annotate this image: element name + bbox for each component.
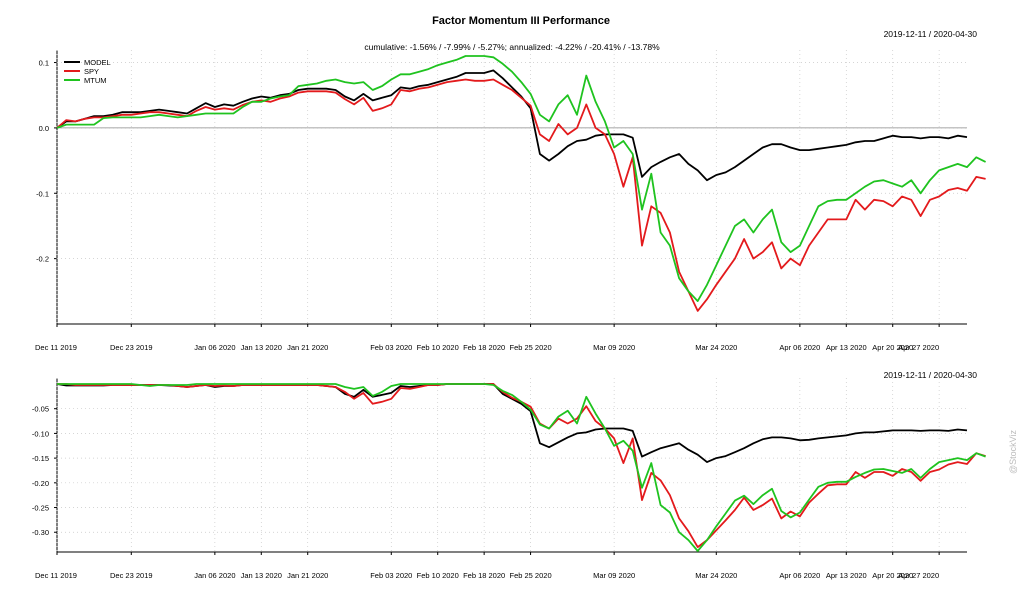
x-tick-label: Feb 18 2020	[463, 343, 505, 352]
x-tick-label: Jan 06 2020	[194, 343, 235, 352]
x-tick-label: Dec 11 2019	[35, 343, 77, 352]
x-tick-label: Apr 06 2020	[779, 571, 820, 580]
x-tick-label: Feb 18 2020	[463, 571, 505, 580]
x-tick-label: Dec 23 2019	[110, 343, 153, 352]
series-line-mtum	[57, 383, 986, 552]
series-line-model	[56, 69, 968, 182]
y-tick-label: -0.2	[36, 255, 49, 264]
x-tick-label: Jan 06 2020	[194, 571, 235, 580]
legend-label-spy: SPY	[84, 67, 99, 76]
date-range-label: 2019-12-11 / 2020-04-30	[884, 370, 978, 380]
x-tick-label: Mar 09 2020	[593, 343, 635, 352]
chart-panel-2: -0.05 -0.10 -0.15 -0.20 -0.25 -0.30 Dec 11 201…	[32, 370, 986, 580]
y-tick-label: -0.30	[32, 528, 49, 537]
y-tick-label: 0.1	[39, 59, 49, 68]
y-tick-label: 0.0	[39, 124, 49, 133]
x-tick-label: Apr 06 2020	[779, 343, 820, 352]
x-tick-label: Feb 03 2020	[370, 571, 412, 580]
date-range-label: 2019-12-11 / 2020-04-30	[884, 29, 978, 39]
x-tick-label: Apr 27 2020	[898, 571, 939, 580]
x-tick-label: Feb 10 2020	[417, 343, 459, 352]
series-line-spy	[56, 78, 986, 312]
x-tick-label: Apr 20 2020	[872, 571, 913, 580]
x-tick-label: Mar 09 2020	[593, 571, 635, 580]
x-tick-label: Mar 24 2020	[695, 571, 737, 580]
x-tick-label: Dec 11 2019	[35, 571, 77, 580]
x-tick-label: Jan 13 2020	[241, 343, 282, 352]
chart-subtitle: cumulative: -1.56% / -7.99% / -5.27%; an…	[364, 42, 660, 52]
series-line-mtum	[56, 55, 986, 303]
x-tick-label: Feb 03 2020	[370, 343, 412, 352]
y-tick-label: -0.15	[32, 454, 49, 463]
x-tick-label: Feb 10 2020	[417, 571, 459, 580]
x-tick-label: Apr 13 2020	[826, 571, 867, 580]
chart-panel-1: 0.1 0.0 -0.1 -0.2 Dec 11 2019 Dec 23 2019 Jan …	[35, 29, 986, 352]
legend-label-model: MODEL	[84, 58, 111, 67]
y-tick-label: -0.05	[32, 405, 49, 414]
watermark-text: @StockViz	[1008, 430, 1018, 474]
y-tick-label: -0.1	[36, 189, 49, 198]
x-tick-label: Jan 21 2020	[287, 571, 328, 580]
x-tick-label: Mar 24 2020	[695, 343, 737, 352]
y-tick-label: -0.10	[32, 429, 49, 438]
y-tick-label: -0.20	[32, 479, 49, 488]
x-tick-label: Feb 25 2020	[510, 343, 552, 352]
x-tick-label: Apr 13 2020	[826, 343, 867, 352]
x-tick-label: Jan 21 2020	[287, 343, 328, 352]
x-tick-label: Dec 23 2019	[110, 571, 153, 580]
chart-title: Factor Momentum III Performance	[432, 15, 610, 27]
legend-label-mtum: MTUM	[84, 76, 107, 85]
y-tick-label: -0.25	[32, 504, 49, 513]
x-tick-label: Apr 27 2020	[898, 343, 939, 352]
x-tick-label: Apr 20 2020	[872, 343, 913, 352]
x-tick-label: Feb 25 2020	[510, 571, 552, 580]
x-tick-label: Jan 13 2020	[241, 571, 282, 580]
